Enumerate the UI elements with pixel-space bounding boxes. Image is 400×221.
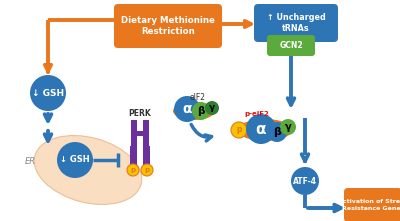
- Text: eIF2: eIF2: [190, 93, 206, 101]
- Text: ↑ Uncharged
tRNAs: ↑ Uncharged tRNAs: [267, 13, 325, 33]
- Ellipse shape: [173, 102, 215, 120]
- Circle shape: [291, 167, 319, 195]
- Circle shape: [267, 122, 287, 142]
- Text: p: p: [130, 167, 136, 173]
- Text: γ: γ: [209, 103, 215, 112]
- Circle shape: [231, 122, 247, 138]
- Text: β: β: [197, 106, 205, 116]
- Text: p: p: [236, 126, 242, 135]
- FancyBboxPatch shape: [267, 35, 315, 56]
- Text: p: p: [144, 167, 150, 173]
- Text: ATF-4: ATF-4: [293, 177, 317, 185]
- Text: α: α: [182, 102, 192, 116]
- Text: α: α: [256, 122, 266, 137]
- Text: β: β: [273, 127, 281, 137]
- Text: ↓ GSH: ↓ GSH: [60, 156, 90, 164]
- Bar: [143, 120, 149, 146]
- Circle shape: [246, 114, 276, 144]
- Circle shape: [192, 102, 210, 120]
- Bar: [131, 131, 149, 136]
- Text: Activation of Stress
Resistance Genes: Activation of Stress Resistance Genes: [338, 199, 400, 211]
- Text: ↓ GSH: ↓ GSH: [32, 88, 64, 97]
- FancyBboxPatch shape: [254, 4, 338, 42]
- Text: Dietary Methionine
Restriction: Dietary Methionine Restriction: [121, 16, 215, 36]
- Circle shape: [174, 96, 200, 122]
- Bar: [131, 120, 137, 146]
- Circle shape: [141, 164, 153, 176]
- Text: GCN2: GCN2: [279, 41, 303, 50]
- Circle shape: [127, 164, 139, 176]
- Circle shape: [57, 142, 93, 178]
- Text: ER: ER: [24, 158, 36, 166]
- Circle shape: [30, 75, 66, 111]
- Circle shape: [280, 119, 296, 135]
- Ellipse shape: [238, 119, 292, 141]
- Bar: [130, 146, 137, 168]
- Ellipse shape: [34, 135, 142, 204]
- Circle shape: [205, 101, 219, 115]
- Text: γ: γ: [285, 122, 291, 132]
- Bar: [143, 146, 150, 168]
- FancyBboxPatch shape: [114, 4, 222, 48]
- Text: PERK: PERK: [129, 109, 151, 118]
- Text: p-eIF2: p-eIF2: [245, 111, 269, 117]
- FancyBboxPatch shape: [344, 188, 400, 221]
